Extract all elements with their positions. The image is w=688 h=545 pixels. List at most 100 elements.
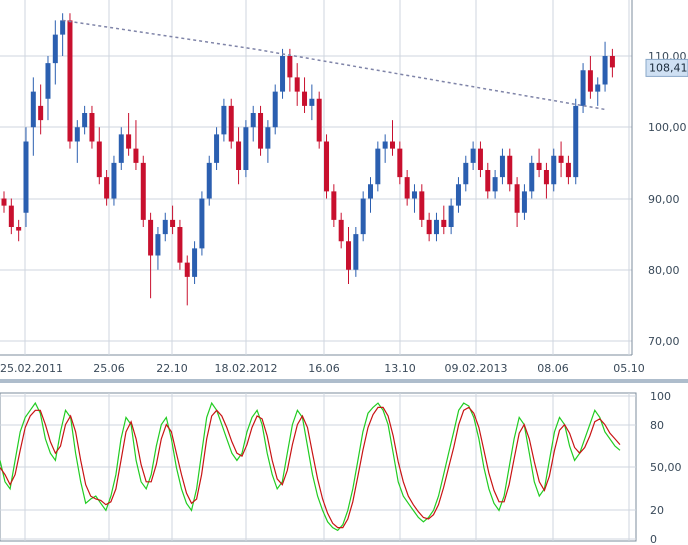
candle-body [551,155,557,185]
candle-body [441,219,447,227]
candle-body [463,162,469,185]
price-tick-label: 80,00 [648,264,680,277]
candle-body [602,56,608,85]
candle-body [250,113,256,128]
candle-body [470,148,476,163]
candle-body [89,113,95,142]
candle-body [258,113,264,149]
candle-body [67,20,73,142]
candle-body [580,70,586,106]
time-tick-label: 13.10 [384,362,416,375]
time-tick-label: 25.06 [93,362,125,375]
candle-body [170,219,176,227]
last-price-value: 108,41 [649,61,688,74]
candle-body [346,241,352,270]
candle-body [184,262,190,277]
candle-body [133,148,139,163]
candle-body [177,227,183,263]
candle-body [74,127,80,142]
candle-body [353,234,359,270]
candle-body [529,162,535,192]
candle-body [228,105,234,142]
candle-body [485,170,491,192]
candle-body [411,191,417,199]
price-tick-label: 90,00 [648,193,680,206]
candle-body [280,56,286,92]
candle-body [206,162,212,199]
candle-body [419,191,425,220]
candle-body [272,91,278,128]
time-tick-label: 25.02.2011 [0,362,63,375]
candle-body [331,191,337,220]
candlesticks [1,13,615,306]
candle-body [192,248,198,277]
candle-body [433,219,439,235]
candle-body [573,105,579,178]
candle-body [60,20,66,35]
candle-body [111,162,117,199]
candle-body [45,63,51,99]
candle-body [404,177,410,199]
candle-body [38,105,44,121]
candle-body [558,155,564,163]
resistance-trendline [62,19,606,111]
oscillator-tick-label: 80 [650,419,664,432]
candle-body [236,141,242,170]
candle-body [587,70,593,92]
candle-body [477,148,483,170]
time-tick-label: 18.02.2012 [215,362,278,375]
price-tick-label: 100,00 [648,121,687,134]
oscillator-tick-label: 100 [650,390,671,403]
candle-body [382,141,388,149]
candle-body [23,141,29,213]
time-tick-label: 05.10 [613,362,645,375]
candle-body [492,177,498,192]
oscillator-tick-label: 50,00 [650,461,682,474]
candle-body [360,198,366,235]
candle-body [221,105,227,135]
stochastic-k-line [0,401,621,532]
candle-body [265,127,271,149]
time-tick-label: 09.02.2013 [445,362,508,375]
candle-body [595,84,601,92]
candle-body [162,219,168,235]
candle-body [543,170,549,185]
candle-body [455,184,461,206]
candle-body [16,227,22,231]
candle-body [1,198,7,206]
candle-body [375,148,381,185]
candle-body [507,155,513,185]
candle-body [309,98,315,106]
candle-body [514,184,520,213]
oscillator-tick-label: 20 [650,504,664,517]
candle-body [565,162,571,178]
candle-body [397,148,403,178]
candle-body [316,98,322,142]
candle-body [199,198,205,249]
time-tick-label: 16.06 [308,362,340,375]
candle-body [609,56,615,68]
candle-body [140,162,146,220]
price-tick-label: 70,00 [648,335,680,348]
candle-body [389,141,395,149]
candle-body [52,34,58,64]
candle-body [287,56,293,78]
candle-body [118,134,124,163]
candle-body [104,177,110,199]
candle-body [368,184,373,199]
candle-body [536,162,542,170]
candle-body [8,205,14,227]
time-tick-label: 22.10 [156,362,188,375]
candle-body [243,127,249,170]
candle-body [96,141,102,178]
candle-body [155,234,161,256]
time-tick-label: 08.06 [537,362,569,375]
candle-body [126,134,132,149]
candle-body [148,219,154,256]
candle-body [302,91,308,106]
last-price-badge [645,58,688,77]
candle-body [82,113,88,128]
candle-body [338,219,344,242]
